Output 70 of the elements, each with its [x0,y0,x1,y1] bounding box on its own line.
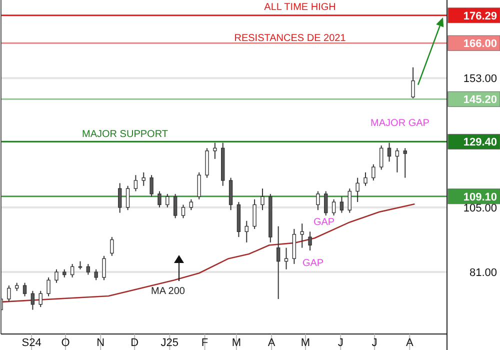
ref-line-label: 166.00 [463,38,497,50]
candlestick [7,285,11,302]
candlestick [110,236,114,256]
x-tick-label: A [406,337,414,349]
ref-line-label: 145.20 [463,94,497,106]
ref-line-label: 109.10 [463,191,497,204]
x-tick-label: N [96,337,105,349]
line-series [1,204,415,303]
candlestick [94,268,98,281]
x-tick-label: M [232,337,242,349]
annotation: MAJOR SUPPORT [82,129,168,140]
candlestick [54,268,58,284]
ref-line-label: 176.29 [463,10,497,22]
candlestick [197,172,201,200]
candlestick [284,247,288,270]
candlestick [348,188,352,214]
annotation: MA 200 [151,286,186,297]
candlestick [22,282,27,297]
candlestick [387,142,392,162]
candlestick [126,185,130,211]
candlestick [189,198,194,211]
candlestick [340,196,344,214]
y-tick-label: 81.00 [469,267,497,280]
annotation: GAP [313,217,335,228]
candlestick [166,193,170,208]
candlestick [332,198,336,216]
candlestick [324,190,328,216]
candlestick [316,190,320,211]
candlestick [213,142,217,160]
candlestick [395,148,400,173]
candlestick [70,263,74,278]
y-tick-label: 105.00 [463,202,497,214]
ref-line-label: 129.40 [463,136,497,149]
x-tick-label: F [201,337,208,349]
candlestick [38,290,42,308]
annotation: RESISTANCES DE 2021 [234,33,346,44]
annotation: ALL TIME HIGH [264,2,336,13]
candlestick [308,231,312,251]
candlestick [46,276,50,297]
x-tick-label: O [61,337,70,349]
candlestick [150,174,154,198]
annotation: MAJOR GAP [370,118,430,129]
candlestick [102,255,106,281]
candlestick [134,174,138,192]
candlestick [252,198,256,230]
candlestick [379,144,384,170]
candlestick [118,182,122,214]
candlestick [356,177,360,203]
candlestick [411,66,415,99]
candlestick [372,164,376,181]
candlestick [158,190,162,208]
x-tick-label: J [338,337,344,349]
candlestick [260,188,264,211]
x-tick-label: S24 [22,337,42,349]
annotation: GAP [302,258,324,269]
candlestick [86,263,90,276]
candlestick [142,172,146,186]
x-tick-label: A [268,337,276,349]
x-tick-label: J25 [160,337,179,349]
candlestick [364,172,368,186]
x-tick-label: D [130,337,139,349]
candlestick [181,204,186,219]
y-tick-label: 153.00 [463,73,497,86]
candlestick [276,226,280,300]
x-tick-label: M [300,337,310,349]
candlestick [30,290,35,310]
candlestick [403,148,407,178]
x-tick-label: J [372,337,378,349]
candlestick [173,193,178,219]
candlestick [244,220,248,243]
